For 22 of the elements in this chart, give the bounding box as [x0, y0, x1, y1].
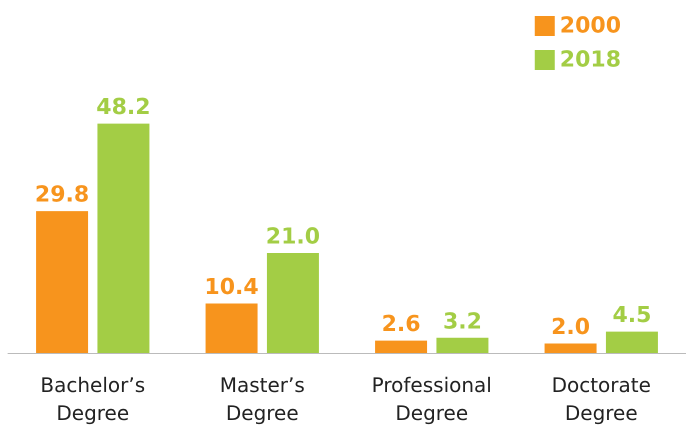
x-tick-label: Bachelor’s Degree	[40, 373, 146, 425]
data-label: 2.0	[551, 314, 590, 340]
legend-label: 2018	[560, 48, 622, 72]
data-label: 2.6	[382, 312, 421, 338]
data-label: 21.0	[266, 224, 320, 250]
bar	[436, 338, 488, 353]
bar	[375, 340, 428, 353]
x-tick-label: Doctorate Degree	[552, 373, 651, 425]
data-label: 48.2	[96, 95, 151, 120]
bar	[606, 332, 658, 353]
legend-label: 2000	[560, 14, 622, 38]
data-label: 29.8	[34, 182, 90, 208]
data-label: 3.2	[442, 309, 482, 334]
bar	[97, 124, 150, 353]
bar	[206, 303, 258, 353]
bar	[36, 211, 88, 353]
x-tick-label: Master’s Degree	[220, 373, 305, 425]
bar	[544, 343, 597, 353]
data-label: 10.4	[204, 274, 259, 300]
bar	[266, 253, 319, 353]
data-label: 4.5	[612, 303, 652, 328]
x-tick-label: Professional Degree	[372, 373, 492, 425]
